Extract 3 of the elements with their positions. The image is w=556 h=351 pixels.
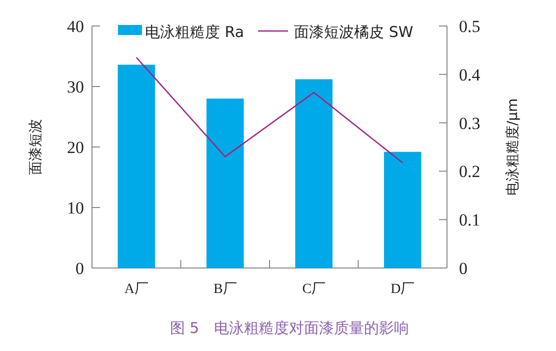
y2label: 电泳粗糙度/μm (505, 98, 521, 196)
ylabel: 面漆短波 (28, 119, 44, 175)
annotation: 图 5 电泳粗糙度对面漆质量的影响 (170, 319, 410, 337)
